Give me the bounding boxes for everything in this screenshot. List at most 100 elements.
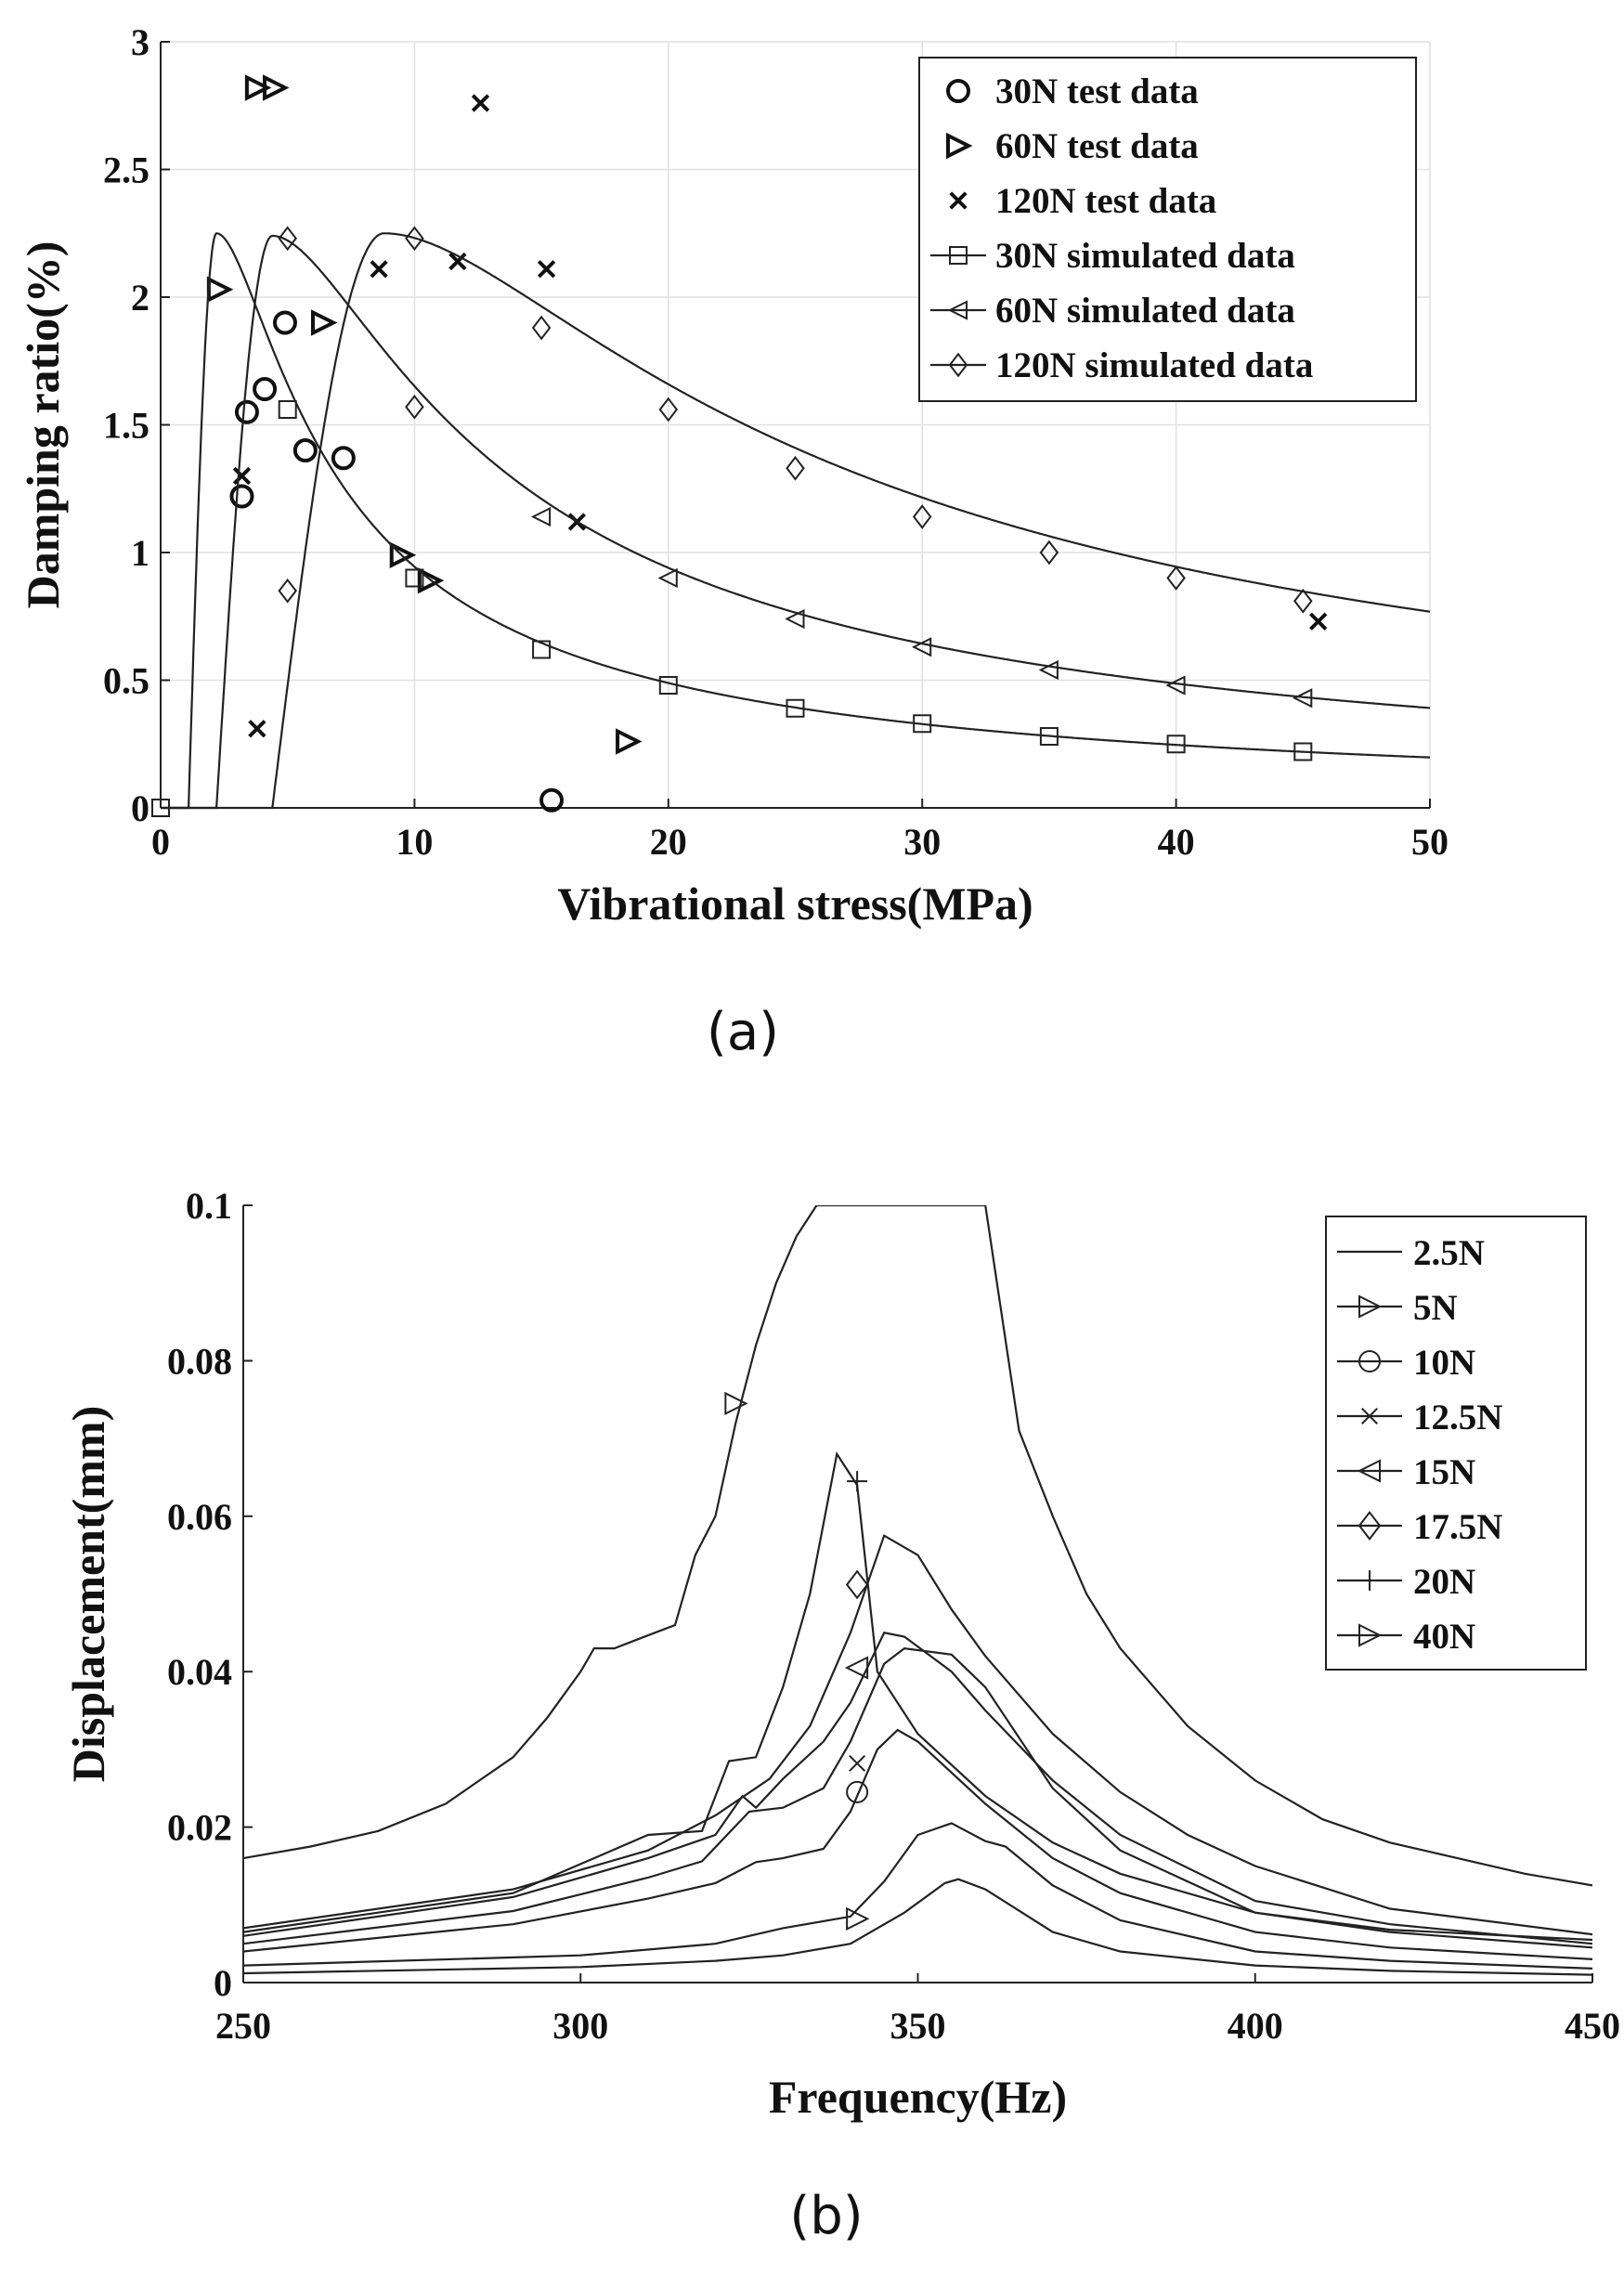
b-line-5n <box>243 1878 1592 1976</box>
b-xtick-350: 350 <box>890 2005 946 2047</box>
a-legend-label-120n-test-data: 120N test data <box>995 181 1216 221</box>
a-point-30n-test-data-5 <box>331 446 356 471</box>
b-xtick-400: 400 <box>1228 2005 1283 2047</box>
b-legend-box <box>1325 1216 1587 1671</box>
b-series-5n <box>243 1391 1592 1976</box>
a-marker-60n-simulated-data-4 <box>1038 659 1059 681</box>
b-line-2-5n <box>243 1205 1592 1887</box>
a-point-30n-test-data-4 <box>292 438 318 462</box>
a-xtick-0: 0 <box>151 821 170 863</box>
b-legend-item-20n: 20N <box>1337 1562 1475 1602</box>
b-legend-label-10n: 10N <box>1413 1343 1475 1383</box>
a-point-30n-test-data-0 <box>229 484 254 509</box>
a-marker-30n-simulated-data-1 <box>278 400 297 419</box>
a-marker-120n-simulated-data-6 <box>786 455 805 481</box>
b-series-10n <box>243 1780 1592 1970</box>
a-marker-30n-simulated-data-2 <box>405 568 424 588</box>
a-series-120n-test-data <box>232 94 1328 738</box>
chart-b: 250 300 350 400 450 0 0.02 0.04 0.06 0.08 0.1 Frequ… <box>62 1185 1620 2123</box>
a-point-30n-test-data-1 <box>234 399 259 424</box>
a-point-30n-test-data-3 <box>272 310 297 335</box>
a-ytick-2: 2 <box>131 277 149 319</box>
b-legend-label-40n: 40N <box>1413 1617 1475 1657</box>
a-marker-60n-simulated-data-2 <box>785 608 805 630</box>
b-line-15n <box>243 1646 1592 1949</box>
a-series-120n-simulated-data <box>161 226 1431 810</box>
a-legend-item-30n-test-data: 30N test data <box>946 72 1199 111</box>
a-legend-item-120n-test-data: 120N test data <box>949 181 1216 221</box>
a-ytick-2-5: 2.5 <box>103 150 149 191</box>
a-marker-30n-simulated-data-4 <box>658 676 678 695</box>
a-marker-30n-simulated-data-9 <box>1293 742 1313 761</box>
a-point-60n-test-data-0 <box>244 74 272 101</box>
b-ytick-0-06: 0.06 <box>167 1496 232 1538</box>
a-point-120n-test-data-7 <box>1309 612 1328 631</box>
a-marker-60n-simulated-data-1 <box>657 567 678 589</box>
a-marker-60n-simulated-data-5 <box>1165 675 1186 696</box>
b-legend-item-15n: 15N <box>1337 1452 1475 1492</box>
b-xtick-450: 450 <box>1565 2005 1620 2047</box>
a-marker-120n-simulated-data-1 <box>278 226 297 252</box>
a-point-60n-test-data-3 <box>310 309 338 336</box>
b-series-20n <box>243 1450 1592 1942</box>
a-legend-item-60n-test-data: 60N test data <box>946 126 1199 166</box>
b-xtick-250: 250 <box>215 2005 271 2047</box>
b-legend-item-40n: 40N <box>1337 1617 1475 1657</box>
a-marker-120n-simulated-data-2 <box>405 226 424 252</box>
a-point-60n-test-data-5 <box>417 567 445 594</box>
b-legend-label-15n: 15N <box>1413 1452 1475 1492</box>
a-point-120n-test-data-1 <box>248 720 266 738</box>
a-marker-120n-simulated-data-7 <box>912 504 932 529</box>
a-legend-marker-120n-simulated-data <box>948 352 968 378</box>
a-marker-120n-simulated-data-0 <box>278 578 297 604</box>
b-legend-item-2-5n: 2.5N <box>1337 1233 1485 1273</box>
a-point-30n-test-data-2 <box>253 377 278 401</box>
b-legend-marker-40n <box>1358 1623 1383 1647</box>
a-point-120n-test-data-5 <box>537 260 556 279</box>
b-marker-5n-0 <box>724 1391 748 1416</box>
b-marker-10n-0 <box>846 1780 869 1803</box>
a-series-60n-simulated-data <box>161 234 1431 810</box>
a-legend-label-120n-simulated-data: 120N simulated data <box>995 345 1313 385</box>
panel-label-a: (a) <box>707 1002 779 1062</box>
a-legend-label-60n-simulated-data: 60N simulated data <box>995 291 1295 331</box>
b-series-17-5n <box>243 1569 1592 1945</box>
b-legend-marker-12-5n <box>1361 1408 1378 1424</box>
b-legend-item-5n: 5N <box>1337 1288 1458 1328</box>
a-line-120n-simulated-data <box>161 232 1431 810</box>
panel-label-b: (b) <box>789 2186 863 2246</box>
b-legend-label-12-5n: 12.5N <box>1413 1398 1502 1437</box>
b-line-10n <box>243 1822 1592 1970</box>
a-point-30n-test-data-6 <box>539 787 565 813</box>
a-point-120n-test-data-4 <box>471 94 490 112</box>
b-series-12-5n <box>243 1728 1592 1960</box>
b-x-axis-label: Frequency(Hz) <box>769 2071 1067 2123</box>
a-marker-30n-simulated-data-8 <box>1166 735 1186 754</box>
a-legend-label-30n-test-data: 30N test data <box>995 72 1199 111</box>
b-line-40n <box>243 1534 1592 1936</box>
a-marker-120n-simulated-data-9 <box>1166 566 1186 591</box>
a-series-60n-test-data <box>206 74 643 755</box>
a-marker-60n-simulated-data-6 <box>1293 688 1313 709</box>
b-plot-area <box>243 1205 1592 1976</box>
a-marker-60n-simulated-data-3 <box>911 637 932 657</box>
a-ytick-3: 3 <box>131 21 149 63</box>
b-legend-label-17-5n: 17.5N <box>1413 1507 1502 1547</box>
a-legend-marker-120n-test-data <box>949 191 968 210</box>
chart-a: 0 10 20 30 40 50 0 0.5 1 1.5 2 2.5 3 Vibrational stre… <box>17 21 1449 930</box>
a-y-axis-label: Damping ratio(%) <box>17 241 69 609</box>
a-legend-item-120n-simulated-data: 120N simulated data <box>930 345 1313 385</box>
a-point-120n-test-data-2 <box>370 260 388 279</box>
a-xtick-40: 40 <box>1158 821 1195 863</box>
a-legend: 30N test data 60N test data 120N test data… <box>918 57 1417 402</box>
a-ytick-0-5: 0.5 <box>103 660 149 702</box>
b-marker-20n-0 <box>847 1471 868 1492</box>
b-legend-marker-15n <box>1357 1459 1381 1483</box>
a-legend-box <box>918 57 1417 402</box>
b-y-axis-label: Displacement(mm) <box>62 1406 114 1782</box>
a-ytick-1: 1 <box>131 532 149 574</box>
b-legend-item-17-5n: 17.5N <box>1337 1507 1502 1547</box>
a-legend-item-60n-simulated-data: 60N simulated data <box>930 291 1295 331</box>
b-legend: 2.5N 5N 10N 12.5N 15N 17.5N 20N 40N <box>1325 1216 1587 1671</box>
